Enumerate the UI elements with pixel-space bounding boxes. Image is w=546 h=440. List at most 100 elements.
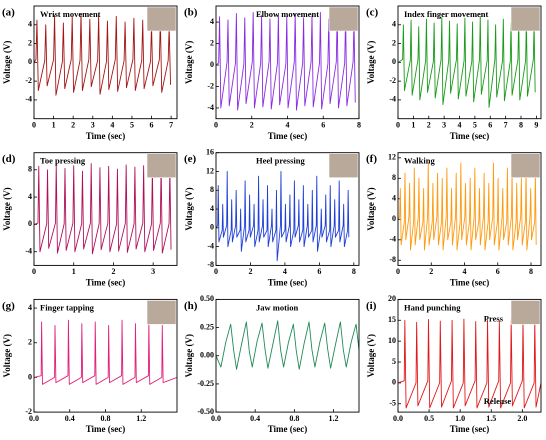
- panel-title: Hand punching: [404, 302, 461, 312]
- signal-line: [34, 13, 171, 96]
- inset-photo: [510, 300, 541, 325]
- x-tick-label: 5: [473, 121, 477, 130]
- y-tick-label: -5: [389, 399, 396, 408]
- y-tick-label: 10: [388, 336, 396, 345]
- signal-line: [398, 318, 541, 409]
- y-axis-label: Voltage (V): [184, 187, 194, 230]
- y-tick-label: 20: [388, 294, 396, 303]
- plot-frame: [33, 5, 178, 120]
- panel-title: Toe pressing: [40, 156, 86, 166]
- plot-frame: [33, 152, 178, 266]
- x-tick-label: 1.0: [455, 414, 465, 423]
- annotation: Release: [484, 396, 512, 406]
- y-tick-label: 8: [28, 165, 32, 174]
- panel-title: Elbow movement: [256, 9, 319, 19]
- panel-label: (b): [184, 7, 198, 19]
- x-tick-label: 2: [111, 267, 115, 276]
- x-tick-label: 2: [71, 121, 75, 130]
- plot-frame: [397, 5, 542, 120]
- x-axis-label: Time (sec): [86, 424, 126, 434]
- y-tick-label: 2: [28, 338, 32, 347]
- plot-frame: [397, 152, 542, 266]
- y-tick-label: 12: [388, 153, 396, 162]
- y-tick-label: 0: [28, 219, 32, 228]
- x-tick-label: 5: [130, 121, 134, 130]
- y-axis-label: Voltage (V): [366, 41, 376, 84]
- y-tick-label: -4: [25, 247, 32, 256]
- x-tick-label: 8: [357, 121, 361, 130]
- x-tick-label: 0: [396, 121, 400, 130]
- y-tick-label: -2: [25, 76, 32, 85]
- x-tick-label: 0.4: [250, 414, 260, 423]
- plot-area: [34, 319, 177, 385]
- signal-line: [216, 320, 359, 370]
- x-tick-label: 2: [427, 121, 431, 130]
- x-tick-label: 1: [411, 121, 415, 130]
- inset-photo: [328, 6, 359, 32]
- panel-label: (g): [2, 300, 15, 312]
- x-tick-label: 9: [534, 121, 538, 130]
- y-tick-label: -4: [389, 235, 396, 244]
- x-tick-label: 0: [396, 267, 400, 276]
- plot-frame: [215, 5, 360, 120]
- plot-area: [34, 163, 172, 255]
- plot-frame: [33, 298, 178, 413]
- panel-label: (d): [2, 153, 16, 165]
- x-tick-label: 4: [110, 121, 114, 130]
- y-tick-label: -8: [389, 255, 396, 264]
- y-tick-label: 0: [392, 57, 396, 66]
- x-tick-label: 1: [72, 267, 76, 276]
- y-tick-label: 5: [392, 357, 396, 366]
- y-tick-label: -0.50: [197, 407, 214, 416]
- y-axis-label: Voltage (V): [184, 334, 194, 377]
- y-tick-label: 12: [206, 166, 214, 175]
- x-tick-label: 7: [504, 121, 508, 130]
- plot-area: [398, 15, 536, 108]
- y-axis-label: Voltage (V): [2, 334, 12, 377]
- x-tick-label: 0: [214, 121, 218, 130]
- x-axis-label: Time (sec): [268, 131, 308, 141]
- y-tick-label: 0: [28, 372, 32, 381]
- y-tick-label: -2: [25, 407, 32, 416]
- y-tick-label: 2: [28, 38, 32, 47]
- x-axis-label: Time (sec): [268, 277, 308, 287]
- y-tick-label: -4: [389, 95, 396, 104]
- y-tick-label: 4: [392, 20, 396, 29]
- signal-line: [216, 171, 350, 262]
- y-tick-label: 4: [28, 303, 32, 312]
- y-axis-label: Voltage (V): [366, 334, 376, 377]
- plot-area: [216, 11, 356, 111]
- y-tick-label: 0: [392, 214, 396, 223]
- panel-label: (f): [366, 153, 377, 165]
- inset-photo: [146, 300, 177, 325]
- plot-frame: [215, 152, 360, 266]
- x-tick-label: 6: [321, 121, 325, 130]
- x-axis-label: Time (sec): [268, 424, 308, 434]
- x-tick-label: 1.2: [136, 414, 146, 423]
- y-tick-label: 2: [210, 38, 214, 47]
- inset-photo: [328, 153, 359, 178]
- y-tick-label: 4: [392, 194, 396, 203]
- y-tick-label: 0.25: [200, 322, 214, 331]
- y-tick-label: 0: [210, 60, 214, 69]
- panel-title: Wrist movement: [40, 9, 101, 19]
- x-tick-label: 0.0: [211, 414, 221, 423]
- y-tick-label: -0.25: [197, 379, 214, 388]
- x-tick-label: 6: [496, 267, 500, 276]
- y-axis-label: Voltage (V): [366, 187, 376, 230]
- panel-title: Walking: [404, 156, 435, 166]
- y-tick-label: -4: [207, 103, 214, 112]
- y-tick-label: 2: [392, 38, 396, 47]
- signal-line: [398, 162, 537, 251]
- y-tick-label: 8: [210, 185, 214, 194]
- x-tick-label: 3: [151, 267, 155, 276]
- y-tick-label: 0: [392, 378, 396, 387]
- x-tick-label: 2: [429, 267, 433, 276]
- y-tick-label: 0.50: [200, 294, 214, 303]
- panel-label: (i): [366, 300, 377, 312]
- plot-area: [216, 171, 350, 262]
- panel-label: (a): [2, 7, 15, 19]
- x-tick-label: 2: [250, 121, 254, 130]
- signal-line: [398, 15, 536, 108]
- plot-area: [398, 162, 537, 251]
